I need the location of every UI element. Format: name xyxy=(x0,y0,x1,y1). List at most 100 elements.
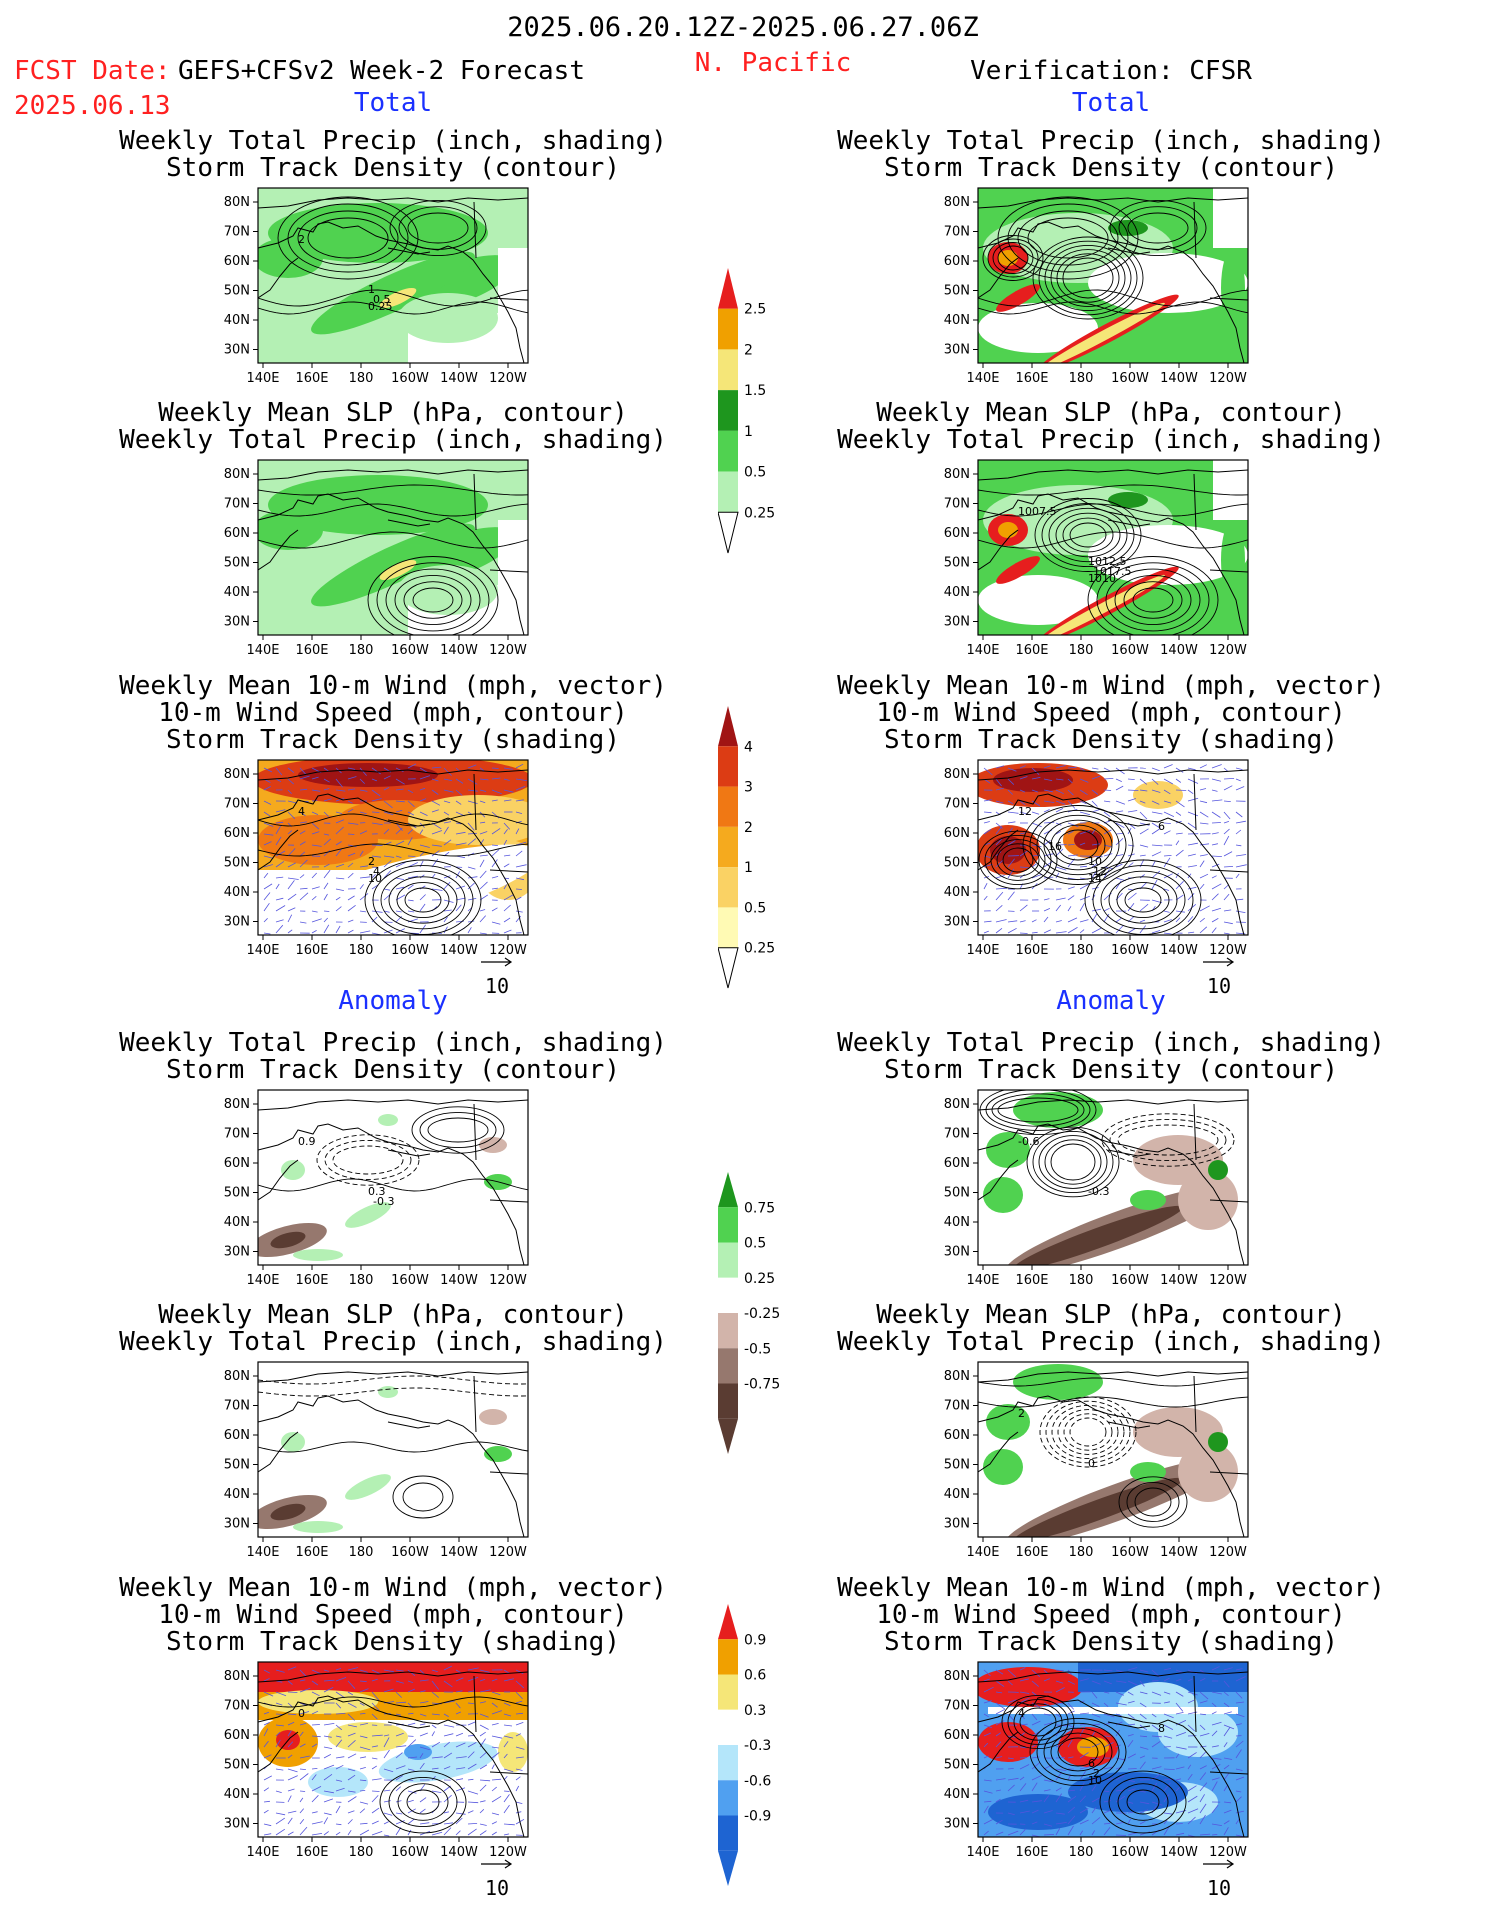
panel-title-fcst-row3-line3: Storm Track Density (shading) xyxy=(166,725,620,755)
lat-tick-label: 70N xyxy=(224,225,250,240)
lon-tick-label: 160W xyxy=(1111,643,1149,658)
contour-label-cfsr_total_slp-0: 1007.5 xyxy=(1018,505,1057,518)
lon-tick-label: 160W xyxy=(1111,1273,1149,1288)
lon-tick-label: 140E xyxy=(966,371,999,386)
lat-tick-label: 60N xyxy=(944,526,970,541)
lon-tick-label: 180 xyxy=(349,943,374,958)
lat-tick-label: 40N xyxy=(224,313,250,328)
lon-tick-label: 140E xyxy=(966,1845,999,1860)
colorbar-segment xyxy=(718,826,738,868)
panel-title-fcst-row3-line2: 10-m Wind Speed (mph, contour) xyxy=(158,698,628,728)
lon-tick-label: 160W xyxy=(391,1545,429,1560)
lat-tick-label: 50N xyxy=(944,1458,970,1473)
panel-title-fcst-row6-line1: Weekly Mean 10-m Wind (mph, vector) xyxy=(119,1573,667,1603)
vector-reference: 10 xyxy=(477,1852,517,1900)
contour-label-cfsr_anom_wind-0: 4 xyxy=(1018,1707,1025,1720)
fcst-label: FCST Date: xyxy=(14,56,171,86)
contour-label-cfsr_total_slp-3: 1010 xyxy=(1088,572,1116,585)
lat-tick-label: 40N xyxy=(224,885,250,900)
colorbar-segment xyxy=(718,746,738,787)
lon-tick-label: 120W xyxy=(1209,1273,1247,1288)
lat-tick-label: 60N xyxy=(224,826,250,841)
colorbar-bottom-triangle xyxy=(717,511,739,554)
lat-tick-label: 30N xyxy=(224,343,250,358)
colorbar-segment xyxy=(718,1348,738,1384)
map-cfsr-row3: 12 10 12 14 6 16 80N 70N 60N 50N 40N 30N 140E 160E 180… xyxy=(944,759,1260,965)
date-range: 2025.06.20.12Z-2025.06.27.06Z xyxy=(507,12,979,43)
lon-tick-label: 180 xyxy=(349,1845,374,1860)
panel-title-fcst-row2-line2: Weekly Total Precip (inch, shading) xyxy=(119,425,667,455)
lat-tick-label: 80N xyxy=(224,767,250,782)
contour-label-fcst_anom_precip-2: -0.3 xyxy=(373,1195,394,1208)
contour-label-cfsr_total_wind-0: 12 xyxy=(1018,805,1032,818)
panel-title-fcst-row4-line2: Storm Track Density (contour) xyxy=(166,1055,620,1085)
lon-tick-label: 160W xyxy=(391,371,429,386)
colorbar-segment xyxy=(718,349,738,391)
lat-tick-label: 30N xyxy=(224,915,250,930)
contour-label-fcst_total_precip-3: 0.25 xyxy=(368,300,393,313)
colorbar-tick-label: 1.5 xyxy=(744,383,766,399)
map-fcst-row1: 2 1 0.5 0.25 80N 70N 60N 50N 40N 30N 140E 160E 180 16… xyxy=(224,187,540,393)
map-fcst-row2: 80N 70N 60N 50N 40N 30N 140E 160E 180 160W 140W 120… xyxy=(224,459,540,665)
colorbar-precip_anom_colorbar: 0.75 0.5 0.25 -0.25 -0.5 -0.75 xyxy=(718,1172,808,1462)
lon-tick-label: 120W xyxy=(489,1845,527,1860)
arrow-icon xyxy=(481,957,513,967)
contour-label-cfsr_anom_precip-1: -0.3 xyxy=(1088,1185,1109,1198)
lon-tick-label: 140W xyxy=(1160,1545,1198,1560)
lon-tick-label: 140E xyxy=(966,1273,999,1288)
section-total-fcst: Total xyxy=(353,88,433,118)
lon-tick-label: 140E xyxy=(966,1545,999,1560)
lat-tick-label: 80N xyxy=(224,1097,250,1112)
lat-tick-label: 70N xyxy=(224,797,250,812)
lat-tick-label: 40N xyxy=(944,1787,970,1802)
lon-tick-label: 160E xyxy=(295,643,328,658)
colorbar-segment xyxy=(718,390,738,431)
panel-title-cfsr-row6-line3: Storm Track Density (shading) xyxy=(884,1627,1338,1657)
colorbar-bottom-triangle xyxy=(718,1418,738,1454)
colorbar-tick-label: 1 xyxy=(744,860,753,876)
lat-tick-label: 80N xyxy=(224,1669,250,1684)
panel-title-fcst-row1-line1: Weekly Total Precip (inch, shading) xyxy=(119,126,667,156)
vector-reference: 10 xyxy=(1199,950,1239,998)
vector-reference-value: 10 xyxy=(484,1876,510,1900)
contour-label-cfsr_total_slp-2: 1017.5 xyxy=(1093,565,1132,578)
lat-tick-label: 30N xyxy=(944,1517,970,1532)
contour-label-fcst_anom_precip-1: 0.3 xyxy=(368,1185,386,1198)
lat-tick-label: 80N xyxy=(944,195,970,210)
colorbar-tick-label: -0.6 xyxy=(744,1773,771,1789)
lat-tick-label: 40N xyxy=(944,885,970,900)
vector-reference: 10 xyxy=(1199,1852,1239,1900)
contour-label-cfsr_anom_wind-1: 6 xyxy=(1088,1757,1095,1770)
colorbar-tick-label: 2.5 xyxy=(744,302,766,318)
colorbar-tick-label: 0.5 xyxy=(744,465,766,481)
contour-label-cfsr_anom_precip-0: -0.6 xyxy=(1018,1135,1039,1148)
panel-title-fcst-row5-line1: Weekly Mean SLP (hPa, contour) xyxy=(158,1300,628,1330)
colorbar-segment xyxy=(718,1277,738,1313)
lon-tick-label: 160E xyxy=(295,1845,328,1860)
colorbar-tick-label: -0.75 xyxy=(744,1377,780,1393)
region-label: N. Pacific xyxy=(694,48,852,78)
lon-tick-label: 160W xyxy=(391,1273,429,1288)
lon-tick-label: 140W xyxy=(440,943,478,958)
arrow-icon xyxy=(1203,1859,1235,1869)
contour-label-cfsr_total_wind-2: 12 xyxy=(1093,865,1107,878)
lon-tick-label: 120W xyxy=(1209,371,1247,386)
lon-tick-label: 140E xyxy=(966,643,999,658)
lat-tick-label: 80N xyxy=(944,1669,970,1684)
colorbar-segment xyxy=(718,1709,738,1745)
lat-tick-label: 50N xyxy=(224,284,250,299)
map-cfsr-row1: 80N 70N 60N 50N 40N 30N 140E 160E 180 160W 140W 120… xyxy=(944,187,1260,393)
colorbar-tick-label: 0.3 xyxy=(744,1703,766,1719)
lat-tick-label: 50N xyxy=(944,284,970,299)
vector-reference-value: 10 xyxy=(1206,1876,1232,1900)
section-anomaly-cfsr: Anomaly xyxy=(1056,986,1166,1016)
lon-tick-label: 180 xyxy=(1069,643,1094,658)
lon-tick-label: 140E xyxy=(246,1545,279,1560)
panel-title-cfsr-row3-line2: 10-m Wind Speed (mph, contour) xyxy=(876,698,1346,728)
lon-tick-label: 140E xyxy=(246,371,279,386)
lat-tick-label: 80N xyxy=(224,1369,250,1384)
colorbar-segment xyxy=(718,867,738,908)
lon-tick-label: 160E xyxy=(1015,1273,1048,1288)
lat-tick-label: 30N xyxy=(944,615,970,630)
lon-tick-label: 180 xyxy=(1069,1545,1094,1560)
